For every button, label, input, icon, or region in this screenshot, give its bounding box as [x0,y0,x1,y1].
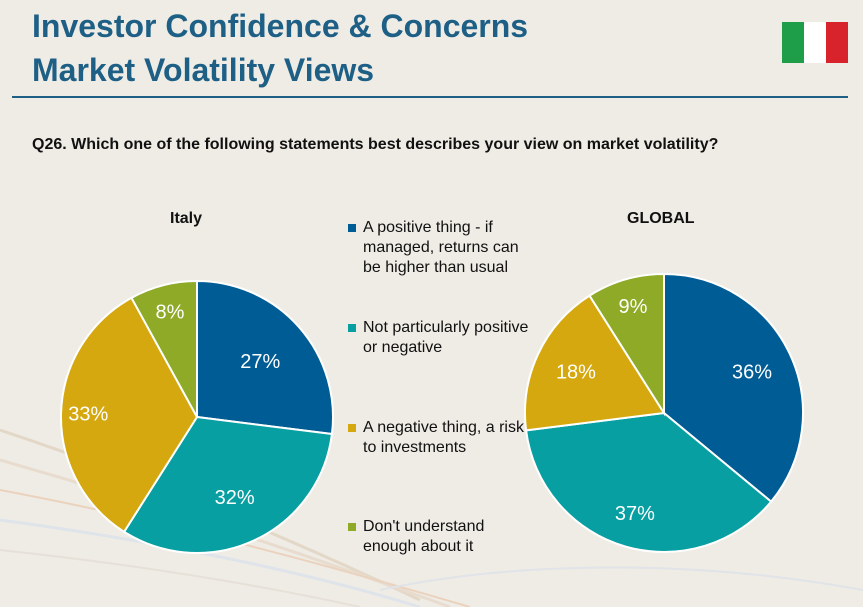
title-divider [12,96,848,98]
legend-item-dont-understand: Don't understand enough about it [348,517,538,557]
italy-label-positive: 27% [240,351,280,373]
legend-swatch-neutral [348,324,356,332]
italy-label-neutral: 32% [215,487,255,509]
legend-swatch-negative [348,424,356,432]
italy-label-dont-understand: 8% [155,302,184,324]
page-title: Investor Confidence & Concerns Market Vo… [32,4,528,92]
title-line-1: Investor Confidence & Concerns [32,8,529,44]
italy-flag-icon [782,22,848,63]
global-label-positive: 36% [732,362,772,384]
legend-label-dont-understand: Don't understand enough about it [363,518,485,555]
flag-stripe-red [826,22,848,63]
italy-chart-title: Italy [170,210,203,227]
survey-question: Q26. Which one of the following statemen… [32,136,719,153]
flag-stripe-white [804,22,826,63]
italy-label-negative: 33% [68,404,108,426]
legend-swatch-dont-understand [348,523,356,531]
global-slice-neutral [524,411,773,553]
legend-label-negative: A negative thing, a risk to investments [363,419,524,456]
global-slice-negative [524,294,666,432]
legend-item-positive: A positive thing - if managed, returns c… [348,218,538,278]
italy-slice-dont-understand [130,279,198,418]
legend-label-positive: A positive thing - if managed, returns c… [363,219,519,276]
legend-item-neutral: Not particularly positive or negative [348,318,538,358]
global-label-dont-understand: 9% [619,296,648,318]
legend-label-neutral: Not particularly positive or negative [363,319,529,356]
italy-slice-positive [196,279,334,436]
title-line-2: Market Volatility Views [32,52,375,88]
global-chart-title: GLOBAL [627,210,695,227]
global-label-neutral: 37% [615,503,655,525]
global-label-negative: 18% [556,362,596,384]
global-slice-dont-understand [588,272,665,417]
flag-stripe-green [782,22,804,63]
legend-swatch-positive [348,224,356,232]
legend-item-negative: A negative thing, a risk to investments [348,418,538,458]
global-slice-positive [663,272,804,504]
